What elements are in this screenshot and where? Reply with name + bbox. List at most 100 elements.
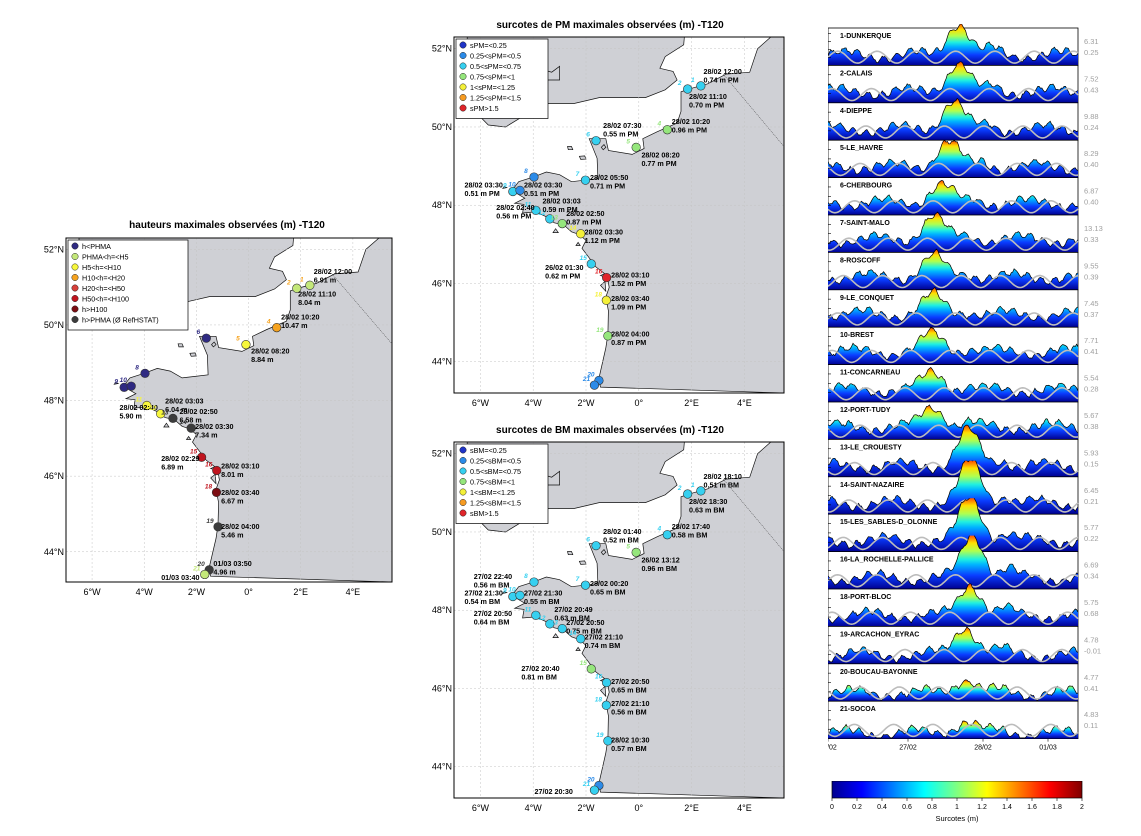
station-marker[interactable] — [529, 577, 539, 587]
legend-label: h<PHMA — [82, 242, 111, 251]
station-marker[interactable] — [211, 487, 222, 498]
station-annotation: 6.91 m — [314, 275, 336, 284]
station-marker[interactable] — [589, 380, 600, 390]
station-annotation: 28/02 10:20 — [672, 117, 710, 126]
land-island — [578, 560, 587, 565]
station-number: 14 — [180, 419, 188, 426]
station-marker[interactable] — [603, 331, 613, 341]
colorbar-tick-label: 1.8 — [1052, 804, 1062, 811]
station-marker[interactable] — [662, 530, 672, 540]
land-island — [578, 155, 587, 160]
lon-tick-label: 0° — [634, 398, 643, 408]
station-annotation: 28/02 03:10 — [221, 462, 259, 471]
tide-curve — [828, 199, 1079, 214]
station-marker[interactable] — [580, 175, 591, 185]
surge-area — [828, 249, 1078, 290]
station-number: 9 — [114, 378, 118, 385]
station-number: 8 — [524, 573, 528, 580]
station-marker[interactable] — [589, 785, 600, 795]
station-marker[interactable] — [601, 677, 612, 688]
station-marker[interactable] — [586, 259, 596, 269]
surge-area — [828, 583, 1078, 627]
station-marker[interactable] — [168, 413, 178, 423]
station-marker[interactable] — [683, 84, 693, 94]
colorbar: 0 0.2 0.4 0.6 0.8 1 1.2 1.4 1.6 1.8 2 Surcotes (m) — [830, 781, 1084, 823]
station-annotation: 0.59 m PM — [542, 205, 577, 214]
station-number: 4 — [656, 121, 661, 128]
station-name: 14-SAINT-NAZAIRE — [840, 482, 905, 489]
station-marker[interactable] — [631, 142, 641, 152]
station-name: 12-PORT-TUDY — [840, 407, 891, 414]
station-marker[interactable] — [683, 489, 693, 499]
station-marker[interactable] — [545, 214, 555, 224]
station-marker[interactable] — [580, 580, 591, 590]
station-marker[interactable] — [142, 400, 152, 411]
station-number: 2 — [286, 279, 291, 286]
station-marker[interactable] — [212, 465, 222, 476]
station-marker[interactable] — [576, 229, 586, 239]
station-marker[interactable] — [696, 486, 706, 496]
station-marker[interactable] — [156, 409, 166, 419]
station-marker[interactable] — [126, 381, 136, 391]
station-marker[interactable] — [529, 172, 539, 182]
station-marker[interactable] — [586, 664, 596, 674]
station-annotation: 0.87 m PM — [611, 338, 646, 347]
station-number: 11 — [135, 396, 142, 403]
lon-tick-label: 4°W — [525, 398, 543, 408]
station-marker[interactable] — [662, 125, 672, 135]
station-annotation: 28/02 17:40 — [672, 522, 710, 531]
station-marker[interactable] — [200, 569, 210, 580]
station-annotation: 28/02 18:30 — [689, 497, 727, 506]
station-marker[interactable] — [576, 634, 586, 644]
lon-tick-label: 2°W — [577, 398, 595, 408]
station-marker[interactable] — [197, 452, 207, 462]
legend-marker — [71, 263, 79, 271]
station-marker[interactable] — [601, 272, 612, 283]
station-annotation: 28/02 05:50 — [590, 173, 628, 182]
timeseries-row: 0.750.50.25016-LA_ROCHELLE-PALLICE6.690.… — [828, 535, 1099, 590]
station-marker[interactable] — [531, 610, 541, 620]
station-marker[interactable] — [515, 590, 525, 600]
station-marker[interactable] — [545, 619, 555, 629]
station-annotation: 0.58 m BM — [672, 531, 708, 540]
station-marker[interactable] — [696, 81, 706, 91]
station-number: 9 — [503, 588, 507, 595]
station-marker[interactable] — [603, 736, 613, 746]
station-annotation: 0.63 m BM — [689, 505, 725, 514]
station-marker[interactable] — [557, 624, 567, 634]
station-marker[interactable] — [292, 283, 302, 293]
station-marker[interactable] — [631, 547, 641, 557]
station-number: 21 — [582, 376, 591, 383]
station-marker[interactable] — [601, 700, 611, 710]
station-marker[interactable] — [601, 295, 611, 305]
station-annotation: 26/02 01:30 — [545, 263, 583, 272]
station-marker[interactable] — [591, 541, 601, 551]
lat-tick-label: 44°N — [432, 762, 452, 772]
station-number: 20 — [197, 561, 206, 568]
station-marker[interactable] — [531, 205, 541, 215]
station-annotation: 6.67 m — [221, 497, 243, 506]
station-number: 1 — [300, 276, 304, 283]
station-max-value: 6.87 — [1084, 187, 1099, 196]
station-annotation: 6.04 m — [165, 405, 187, 414]
legend-label: 1.25<sBM=<1.5 — [470, 499, 521, 508]
surge-area — [828, 498, 1078, 552]
station-marker[interactable] — [305, 280, 315, 290]
station-marker[interactable] — [557, 219, 567, 229]
station-marker[interactable] — [515, 185, 525, 195]
station-marker[interactable] — [213, 522, 223, 532]
legend-label: sPM>1.5 — [470, 104, 499, 113]
station-marker[interactable] — [591, 136, 601, 146]
station-marker[interactable] — [140, 368, 150, 378]
station-annotation: 0.57 m BM — [611, 744, 647, 753]
station-annotation: 27/02 21:10 — [611, 699, 649, 708]
station-marker[interactable] — [241, 340, 251, 350]
station-marker[interactable] — [186, 423, 196, 433]
legend-label: H20<h=<H50 — [82, 284, 125, 293]
station-min-value: 0.68 — [1084, 609, 1099, 618]
station-marker[interactable] — [201, 333, 211, 343]
legend-label: h>PHMA (Ø RefHSTAT) — [82, 316, 159, 325]
station-annotation: 0.54 m BM — [465, 597, 501, 606]
station-marker[interactable] — [272, 322, 282, 333]
